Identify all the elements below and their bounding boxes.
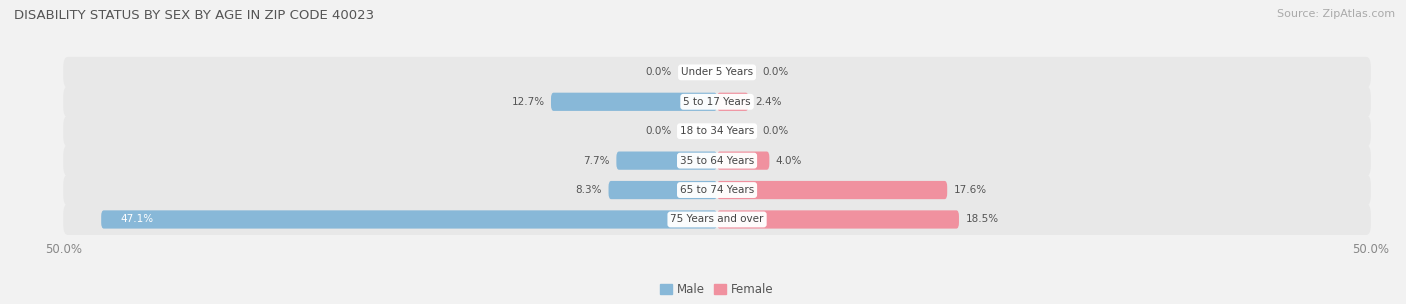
FancyBboxPatch shape: [717, 181, 948, 199]
FancyBboxPatch shape: [63, 174, 1371, 206]
FancyBboxPatch shape: [101, 210, 717, 229]
Text: 12.7%: 12.7%: [512, 97, 544, 107]
Text: 0.0%: 0.0%: [763, 67, 789, 78]
Text: 4.0%: 4.0%: [776, 156, 803, 166]
Text: Source: ZipAtlas.com: Source: ZipAtlas.com: [1277, 9, 1395, 19]
FancyBboxPatch shape: [717, 93, 748, 111]
Text: 17.6%: 17.6%: [953, 185, 987, 195]
FancyBboxPatch shape: [63, 86, 1371, 117]
Text: 65 to 74 Years: 65 to 74 Years: [681, 185, 754, 195]
Text: 18 to 34 Years: 18 to 34 Years: [681, 126, 754, 136]
Text: Under 5 Years: Under 5 Years: [681, 67, 754, 78]
FancyBboxPatch shape: [63, 204, 1371, 235]
Text: 35 to 64 Years: 35 to 64 Years: [681, 156, 754, 166]
Text: 0.0%: 0.0%: [763, 126, 789, 136]
FancyBboxPatch shape: [63, 145, 1371, 176]
Text: 7.7%: 7.7%: [583, 156, 610, 166]
Text: 8.3%: 8.3%: [575, 185, 602, 195]
FancyBboxPatch shape: [717, 210, 959, 229]
Legend: Male, Female: Male, Female: [655, 278, 779, 301]
Text: 0.0%: 0.0%: [645, 67, 671, 78]
FancyBboxPatch shape: [63, 57, 1371, 88]
Text: DISABILITY STATUS BY SEX BY AGE IN ZIP CODE 40023: DISABILITY STATUS BY SEX BY AGE IN ZIP C…: [14, 9, 374, 22]
Text: 2.4%: 2.4%: [755, 97, 782, 107]
Text: 18.5%: 18.5%: [966, 214, 998, 224]
Text: 75 Years and over: 75 Years and over: [671, 214, 763, 224]
Text: 47.1%: 47.1%: [121, 214, 153, 224]
FancyBboxPatch shape: [616, 151, 717, 170]
FancyBboxPatch shape: [717, 151, 769, 170]
Text: 0.0%: 0.0%: [645, 126, 671, 136]
FancyBboxPatch shape: [551, 93, 717, 111]
FancyBboxPatch shape: [63, 116, 1371, 147]
FancyBboxPatch shape: [609, 181, 717, 199]
Text: 5 to 17 Years: 5 to 17 Years: [683, 97, 751, 107]
